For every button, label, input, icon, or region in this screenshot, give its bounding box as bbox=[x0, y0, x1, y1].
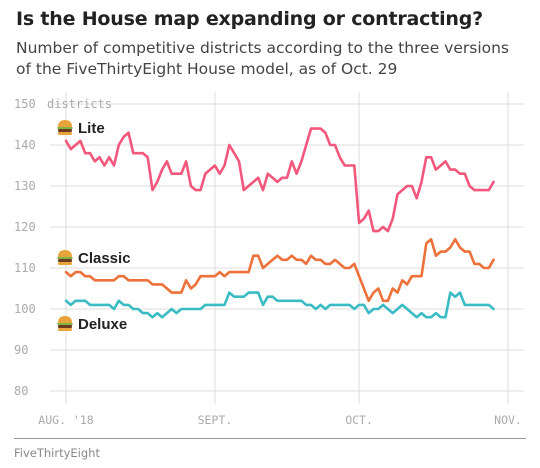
y-tick-label: 130 bbox=[14, 179, 36, 193]
y-axis-unit-label: districts bbox=[47, 97, 112, 111]
x-tick-label: SEPT. bbox=[198, 413, 233, 427]
chart-subtitle: Number of competitive districts accordin… bbox=[16, 39, 510, 78]
y-tick-label: 110 bbox=[14, 261, 36, 275]
axes: 80 90 100 110 120 130 140 150 districts AUG. '18 S… bbox=[14, 97, 522, 427]
footer-divider bbox=[14, 438, 526, 439]
series-line-lite bbox=[64, 127, 495, 233]
series-lines bbox=[64, 127, 495, 319]
chart-title: Is the House map expanding or contractin… bbox=[16, 8, 483, 30]
series-line-deluxe bbox=[64, 291, 495, 319]
burger-icon bbox=[57, 316, 73, 331]
x-tick-label: OCT. bbox=[345, 413, 373, 427]
grid bbox=[50, 92, 524, 404]
series-label-text: Classic bbox=[78, 250, 131, 267]
x-tick-label: NOV. bbox=[494, 413, 522, 427]
series-label-deluxe: Deluxe bbox=[57, 316, 127, 333]
y-tick-label: 90 bbox=[14, 343, 28, 357]
y-tick-label: 150 bbox=[14, 97, 36, 111]
y-tick-label: 80 bbox=[14, 384, 28, 398]
y-tick-label: 120 bbox=[14, 220, 36, 234]
source-credit: FiveThirtyEight bbox=[14, 446, 100, 460]
burger-icon bbox=[57, 120, 73, 135]
burger-icon bbox=[57, 250, 73, 265]
series-labels: Lite Classic Deluxe bbox=[57, 120, 131, 333]
series-label-classic: Classic bbox=[57, 250, 131, 267]
y-tick-label: 140 bbox=[14, 138, 36, 152]
series-label-text: Lite bbox=[78, 120, 105, 137]
series-line-classic bbox=[64, 238, 495, 303]
series-label-text: Deluxe bbox=[78, 316, 127, 333]
y-tick-label: 100 bbox=[14, 302, 36, 316]
x-tick-label: AUG. '18 bbox=[38, 413, 93, 427]
series-label-lite: Lite bbox=[57, 120, 105, 137]
